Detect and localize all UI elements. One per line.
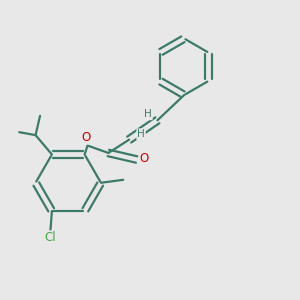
Text: Cl: Cl: [45, 231, 56, 244]
Text: O: O: [140, 152, 149, 164]
Text: O: O: [82, 131, 91, 144]
Text: H: H: [137, 129, 145, 139]
Text: H: H: [144, 109, 152, 119]
